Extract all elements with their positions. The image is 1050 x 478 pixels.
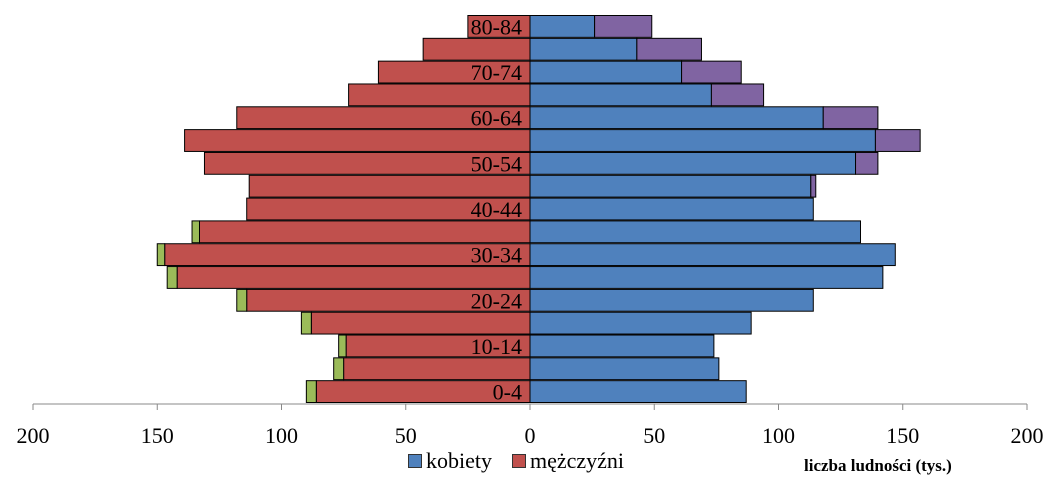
- x-tick-label: 100: [762, 423, 795, 448]
- bar-kobiety-35-39: [529, 220, 862, 244]
- x-tick-label: 100: [265, 423, 298, 448]
- bar-kobiety-10-14: [529, 334, 715, 358]
- age-label-0-4: 0-4: [493, 380, 522, 405]
- bar-kobiety-15-19: [529, 311, 752, 335]
- bar-kobiety-extra-70-74: [681, 60, 742, 84]
- age-labels-group: 0-4 10-14 20-24 30-34 40-44 50-54 60-64 70-74 80…: [471, 14, 522, 404]
- bar-kobiety-extra-65-69: [710, 83, 765, 107]
- bar-mezczyzni-40-44: [246, 197, 531, 221]
- legend-label-mezczyzni: mężczyźni: [530, 448, 625, 473]
- bar-mezczyzni-45-49: [248, 174, 531, 198]
- legend-item-mezczyzni: mężczyźni: [512, 448, 624, 474]
- bar-kobiety-50-54: [529, 151, 857, 175]
- bar-kobiety-20-24: [529, 288, 814, 312]
- bar-kobiety-extra-75-79: [636, 37, 702, 61]
- bar-kobiety-45-49: [529, 174, 812, 198]
- bar-mezczyzni-65-69: [348, 83, 531, 107]
- bar-mezczyzni-35-39: [198, 220, 531, 244]
- bar-kobiety-extra-55-59: [874, 129, 921, 152]
- bar-mezczyzni-60-64: [236, 106, 531, 130]
- x-tick-label: 50: [395, 423, 417, 448]
- age-label-30-34: 30-34: [471, 243, 522, 268]
- age-label-50-54: 50-54: [471, 151, 522, 176]
- age-label-80-84: 80-84: [471, 14, 522, 39]
- bar-kobiety-extra-60-64: [822, 106, 879, 130]
- bar-mezczyzni-extra-20-24: [236, 288, 248, 312]
- bar-kobiety-5-9: [529, 357, 720, 381]
- x-tick-label: 200: [17, 423, 50, 448]
- legend-label-kobiety: kobiety: [426, 448, 492, 473]
- legend-item-kobiety: kobiety: [408, 448, 492, 474]
- bar-kobiety-55-59: [529, 129, 876, 152]
- x-tick-label: 50: [643, 423, 665, 448]
- bar-kobiety-40-44: [529, 197, 814, 221]
- legend: kobiety mężczyźni: [408, 448, 644, 474]
- age-label-10-14: 10-14: [471, 334, 522, 359]
- x-axis: 200 150 100 50 0 50 100 150 200: [17, 403, 1044, 448]
- legend-swatch-mezczyzni: [512, 454, 526, 468]
- bar-mezczyzni-extra-15-19: [300, 311, 312, 335]
- x-axis-title: liczba ludności (tys.): [804, 456, 952, 475]
- bars-group: [156, 15, 921, 404]
- bar-mezczyzni-extra-35-39: [191, 220, 200, 244]
- bar-kobiety-extra-45-49: [810, 174, 817, 198]
- bar-mezczyzni-extra-5-9: [333, 357, 345, 381]
- bar-kobiety-30-34: [529, 243, 896, 267]
- bar-mezczyzni-55-59: [184, 129, 531, 152]
- x-tick-label: 0: [525, 423, 536, 448]
- legend-swatch-kobiety: [408, 454, 422, 468]
- bar-mezczyzni-70-74: [377, 60, 531, 84]
- age-label-70-74: 70-74: [471, 60, 522, 85]
- bar-mezczyzni-extra-10-14: [338, 334, 347, 358]
- bar-mezczyzni-extra-0-4: [305, 380, 317, 404]
- bar-kobiety-65-69: [529, 83, 712, 107]
- bar-mezczyzni-15-19: [310, 311, 531, 335]
- bar-kobiety-extra-50-54: [855, 151, 879, 175]
- x-tick-label: 150: [141, 423, 174, 448]
- x-tick-label: 200: [1011, 423, 1044, 448]
- bar-mezczyzni-25-29: [176, 266, 531, 289]
- bar-kobiety-70-74: [529, 60, 683, 84]
- bar-kobiety-0-4: [529, 380, 747, 404]
- age-label-40-44: 40-44: [471, 197, 522, 222]
- bar-mezczyzni-extra-30-34: [156, 243, 166, 267]
- bar-mezczyzni-5-9: [343, 357, 531, 381]
- bar-kobiety-extra-80-84: [594, 15, 653, 38]
- bar-kobiety-60-64: [529, 106, 824, 130]
- bar-kobiety-25-29: [529, 266, 884, 289]
- bar-mezczyzni-50-54: [203, 151, 531, 175]
- age-label-20-24: 20-24: [471, 288, 522, 313]
- bar-mezczyzni-80-84: [467, 15, 531, 38]
- bar-mezczyzni-75-79: [422, 37, 531, 61]
- bar-kobiety-75-79: [529, 37, 638, 61]
- x-tick-label: 150: [886, 423, 919, 448]
- bar-kobiety-80-84: [529, 15, 596, 38]
- bar-mezczyzni-extra-25-29: [166, 266, 178, 289]
- age-label-60-64: 60-64: [471, 106, 522, 131]
